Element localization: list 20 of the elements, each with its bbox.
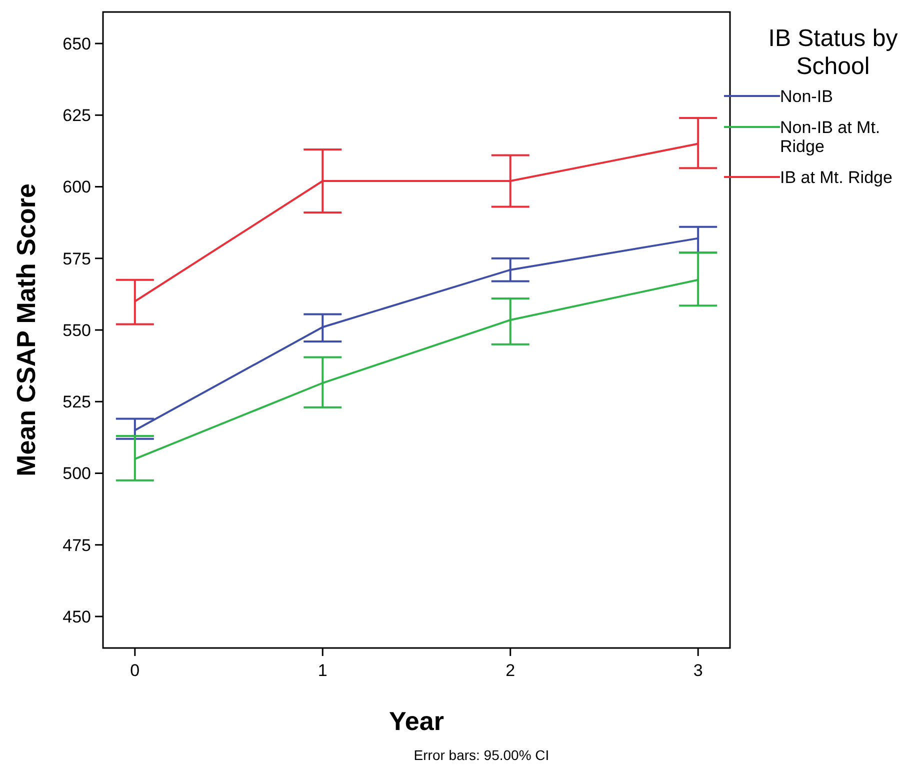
- y-tick-label: 500: [62, 464, 91, 484]
- x-tick-label: 1: [318, 661, 328, 680]
- legend-title: IB Status by School: [768, 25, 898, 80]
- y-tick-label: 450: [62, 607, 91, 626]
- legend-label: IB at Mt. Ridge: [780, 168, 892, 187]
- y-tick-label: 625: [62, 106, 91, 126]
- y-axis-title: Mean CSAP Math Score: [11, 184, 41, 476]
- x-tick-label: 3: [693, 661, 703, 680]
- text: Error bars: 95.00% CI: [414, 747, 550, 763]
- y-tick-label: 575: [62, 249, 91, 268]
- x-axis-title: Year: [389, 706, 444, 736]
- legend-label: Non-IB: [780, 87, 833, 106]
- y-tick-label: 550: [62, 320, 91, 340]
- y-tick-label: 475: [62, 536, 91, 555]
- x-tick-label: 0: [130, 661, 140, 680]
- y-tick-label: 650: [62, 34, 91, 54]
- y-tick-label: 600: [62, 178, 91, 197]
- x-tick-label: 2: [506, 661, 516, 680]
- legend-label: Non-IB at Mt. Ridge: [780, 118, 880, 156]
- y-tick-label: 525: [62, 392, 91, 412]
